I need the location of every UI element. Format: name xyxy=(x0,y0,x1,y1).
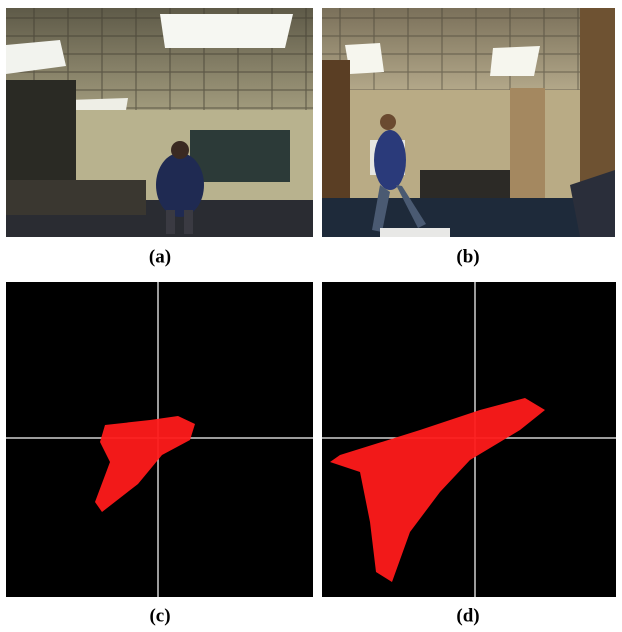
panel-label: (a) xyxy=(149,246,171,267)
panel-label: (d) xyxy=(456,605,479,626)
figure: (a) (b) (c) (d) xyxy=(0,0,622,632)
photo-b xyxy=(322,8,615,237)
photo-a xyxy=(6,8,313,237)
plot-d xyxy=(322,282,616,597)
panel-label: (c) xyxy=(149,605,170,626)
panel-label: (b) xyxy=(456,246,479,267)
page: (a) (b) (c) (d) (() => { const data = JS… xyxy=(0,0,622,632)
plot-c xyxy=(6,282,313,597)
